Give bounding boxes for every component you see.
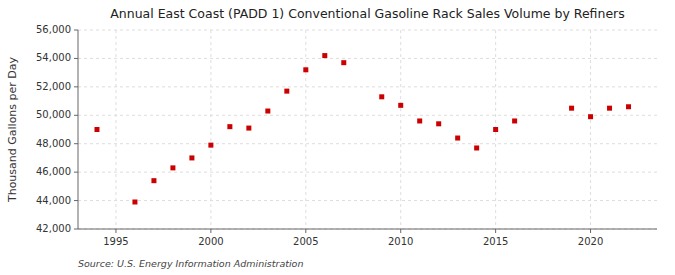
grid-line-x xyxy=(210,30,211,229)
y-tick-label: 42,000 xyxy=(36,223,71,234)
background xyxy=(0,0,675,275)
grid-line-x xyxy=(305,30,306,229)
grid-line-y xyxy=(78,229,657,230)
x-tick-label: 1995 xyxy=(103,236,128,247)
y-tick xyxy=(74,229,78,230)
point xyxy=(94,127,99,132)
chart: 42,000 44,000 46,000 48,000 50,000 52,000 54,0… xyxy=(0,0,675,275)
points xyxy=(94,53,631,204)
y-axis-line xyxy=(78,30,79,229)
y-tick-label: 56,000 xyxy=(36,24,71,35)
grid-line-y xyxy=(78,200,657,201)
x-tick-label: 2020 xyxy=(578,236,603,247)
y-tick-label: 48,000 xyxy=(36,138,71,149)
x-tick-label: 2005 xyxy=(293,236,318,247)
y-tick xyxy=(74,143,78,144)
x-tick-label: 2000 xyxy=(198,236,223,247)
x-tick-label: 2015 xyxy=(483,236,508,247)
grid-line-y xyxy=(78,30,657,31)
y-tick-label: 50,000 xyxy=(36,109,71,120)
point xyxy=(512,118,517,123)
point xyxy=(265,109,270,114)
x-tick xyxy=(115,229,116,233)
grid-line-x xyxy=(400,30,401,229)
grid-line-x xyxy=(590,30,591,229)
y-tick-label: 54,000 xyxy=(36,52,71,63)
point xyxy=(607,106,612,111)
grid-line-y xyxy=(78,172,657,173)
x-tick xyxy=(400,229,401,233)
grid-line-y xyxy=(78,58,657,59)
point xyxy=(417,118,422,123)
grid xyxy=(78,30,657,229)
grid-line-y xyxy=(78,143,657,144)
x-axis-line xyxy=(78,229,657,230)
x-tick xyxy=(305,229,306,233)
point xyxy=(284,89,289,94)
point xyxy=(436,121,441,126)
point xyxy=(189,155,194,160)
point xyxy=(474,145,479,150)
point xyxy=(208,143,213,148)
x-tick xyxy=(210,229,211,233)
grid-line-x xyxy=(115,30,116,229)
point xyxy=(341,60,346,65)
point xyxy=(455,136,460,141)
y-tick xyxy=(74,30,78,31)
point xyxy=(588,114,593,119)
y-tick-label: 44,000 xyxy=(36,195,71,206)
y-tick-label: 46,000 xyxy=(36,166,71,177)
point xyxy=(170,165,175,170)
point xyxy=(493,127,498,132)
y-tick xyxy=(74,58,78,59)
x-tick-label: 2010 xyxy=(388,236,413,247)
y-tick xyxy=(74,115,78,116)
x-tick xyxy=(495,229,496,233)
point xyxy=(398,103,403,108)
grid-line-y xyxy=(78,115,657,116)
point xyxy=(379,94,384,99)
point xyxy=(626,104,631,109)
grid-line-y xyxy=(78,86,657,87)
point xyxy=(132,199,137,204)
point xyxy=(227,124,232,129)
y-tick-label: 52,000 xyxy=(36,81,71,92)
point xyxy=(151,178,156,183)
y-axis-label: Thousand Gallons per Day xyxy=(6,56,19,203)
point xyxy=(569,106,574,111)
point xyxy=(322,53,327,58)
source-note: Source: U.S. Energy Information Administ… xyxy=(78,258,303,269)
y-tick xyxy=(74,172,78,173)
point xyxy=(303,67,308,72)
x-tick xyxy=(590,229,591,233)
y-tick xyxy=(74,200,78,201)
y-tick xyxy=(74,86,78,87)
title: Annual East Coast (PADD 1) Conventional … xyxy=(110,6,625,21)
point xyxy=(246,126,251,131)
